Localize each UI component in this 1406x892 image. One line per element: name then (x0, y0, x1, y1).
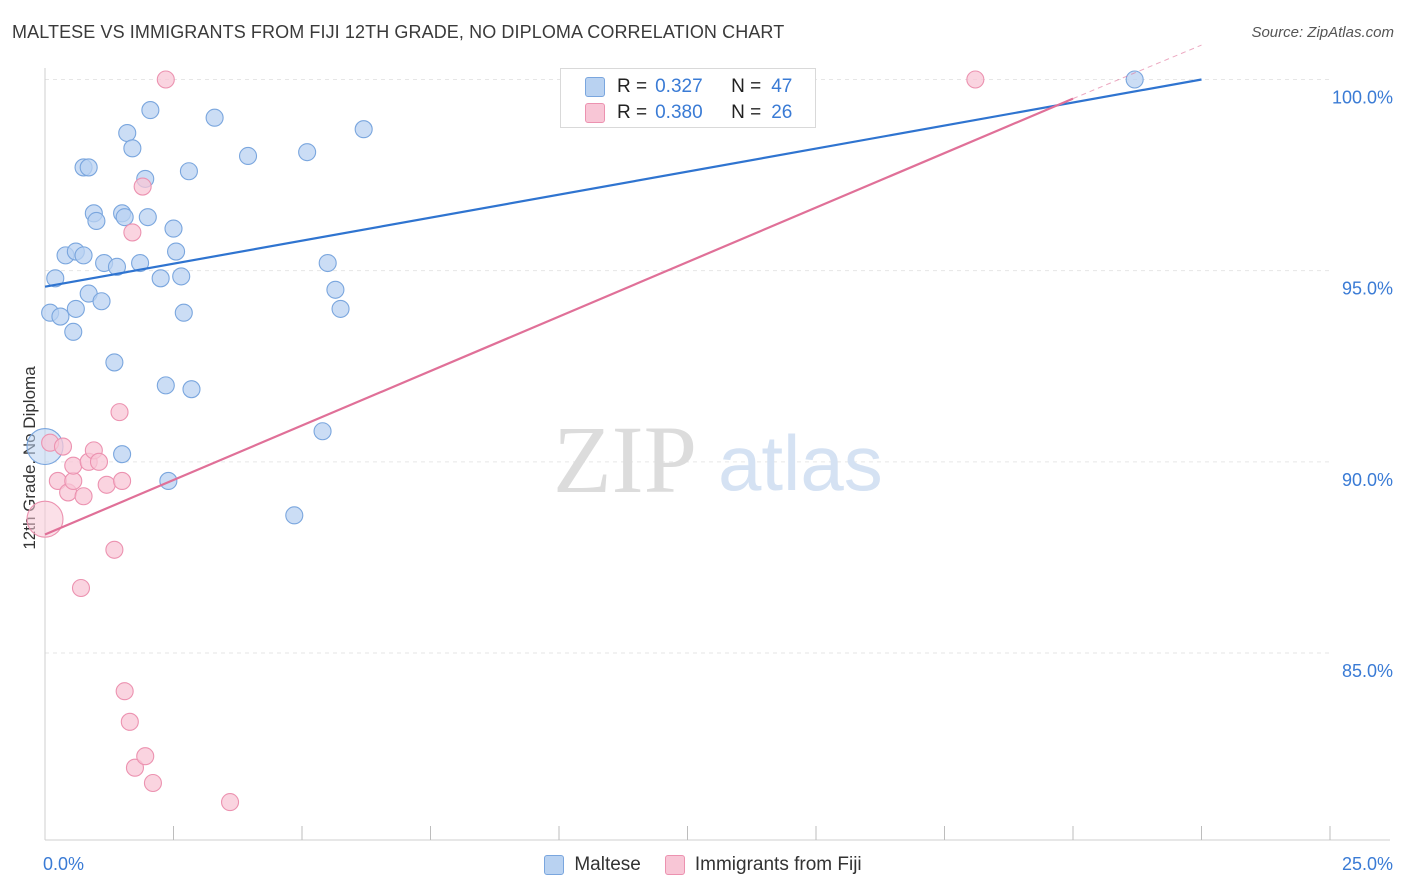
source-credit: Source: ZipAtlas.com (1251, 24, 1394, 41)
fiji-point (120, 712, 139, 731)
legend-row-maltese: R = 0.327 N = 47 (585, 75, 792, 99)
x-tick-label: 25.0% (1342, 854, 1393, 874)
maltese-n-value: 47 (771, 76, 793, 97)
n-label: N = (731, 102, 762, 123)
maltese-point (1125, 70, 1144, 89)
maltese-point (131, 253, 150, 273)
maltese-point (74, 246, 93, 265)
legend-label-maltese: Maltese (574, 854, 641, 875)
fiji-trend-line (44, 97, 1074, 536)
x-tick-label: 0.0% (43, 854, 84, 874)
fiji-point (966, 70, 985, 89)
fiji-points (26, 70, 985, 812)
legend-item-fiji[interactable]: Immigrants from Fiji (664, 854, 862, 876)
r-label: R = (617, 76, 648, 97)
maltese-point (156, 376, 175, 395)
fiji-point (110, 403, 129, 422)
maltese-point (172, 267, 191, 286)
maltese-point (164, 219, 183, 238)
series-legend: Maltese Immigrants from Fiji (0, 852, 1406, 878)
fiji-point (143, 773, 162, 793)
fiji-point (125, 758, 144, 777)
maltese-point (51, 307, 70, 326)
tick-labels: 100.0% 95.0% 90.0% 85.0% 0.0% 25.0% (43, 88, 1393, 875)
fiji-r-value: 0.380 (655, 102, 703, 123)
watermark-zip: ZIP (553, 406, 697, 513)
trend-lines (44, 44, 1202, 536)
maltese-point (238, 146, 258, 166)
maltese-point (318, 253, 337, 273)
grid-lines (45, 79, 1330, 654)
maltese-r-value: 0.327 (655, 76, 703, 97)
maltese-point (138, 208, 157, 227)
fiji-point (105, 540, 124, 559)
r-label: R = (617, 102, 648, 123)
maltese-point (79, 158, 98, 177)
watermark: ZIP atlas (553, 406, 883, 513)
fiji-point (113, 471, 132, 491)
maltese-point (331, 299, 350, 318)
maltese-point (313, 422, 332, 441)
maltese-point (151, 269, 170, 288)
maltese-point (115, 208, 134, 227)
fiji-point (123, 223, 142, 242)
fiji-swatch (585, 103, 605, 123)
maltese-point (285, 506, 304, 525)
maltese-point (326, 280, 345, 299)
fiji-n-value: 26 (771, 102, 793, 123)
y-tick-label: 95.0% (1342, 279, 1393, 299)
maltese-swatch (544, 855, 565, 875)
maltese-point (159, 471, 178, 491)
fiji-point (156, 70, 175, 89)
watermark-atlas: atlas (718, 419, 883, 507)
maltese-point (118, 123, 137, 143)
fiji-point (53, 437, 73, 456)
legend-item-maltese[interactable]: Maltese (544, 854, 641, 876)
correlation-legend: R = 0.327 N = 47 R = 0.380 N = 26 (560, 68, 816, 128)
fiji-point (64, 471, 83, 491)
maltese-point (123, 139, 142, 158)
maltese-point (66, 299, 85, 318)
legend-label-fiji: Immigrants from Fiji (694, 854, 862, 875)
maltese-point (107, 257, 127, 276)
fiji-point (71, 578, 91, 598)
fiji-point (97, 475, 116, 494)
fiji-point (74, 487, 93, 506)
maltese-point (46, 269, 65, 288)
maltese-swatch (585, 77, 605, 97)
maltese-point (174, 303, 193, 322)
maltese-point (87, 211, 106, 231)
n-label: N = (731, 76, 762, 97)
maltese-point (354, 120, 373, 139)
maltese-point (141, 101, 160, 120)
fiji-point (89, 452, 109, 471)
fiji-swatch (664, 855, 685, 875)
fiji-point (136, 747, 155, 766)
fiji-point (133, 177, 152, 196)
y-tick-label: 90.0% (1342, 470, 1393, 490)
fiji-point (64, 456, 83, 475)
chart-title: MALTESE VS IMMIGRANTS FROM FIJI 12TH GRA… (12, 22, 785, 42)
maltese-point (92, 292, 111, 311)
fiji-point (26, 500, 64, 538)
maltese-point (182, 380, 201, 399)
maltese-point (64, 322, 83, 341)
maltese-point (167, 242, 186, 261)
y-tick-label: 100.0% (1332, 88, 1393, 108)
fiji-point (220, 793, 240, 812)
y-tick-label: 85.0% (1342, 661, 1393, 681)
maltese-point (113, 445, 132, 464)
maltese-trend-line (44, 78, 1202, 288)
maltese-point (205, 108, 224, 127)
maltese-point (179, 162, 198, 181)
legend-row-fiji: R = 0.380 N = 26 (585, 101, 792, 125)
maltese-point (105, 353, 124, 372)
maltese-point (298, 143, 317, 162)
fiji-point (115, 682, 134, 701)
